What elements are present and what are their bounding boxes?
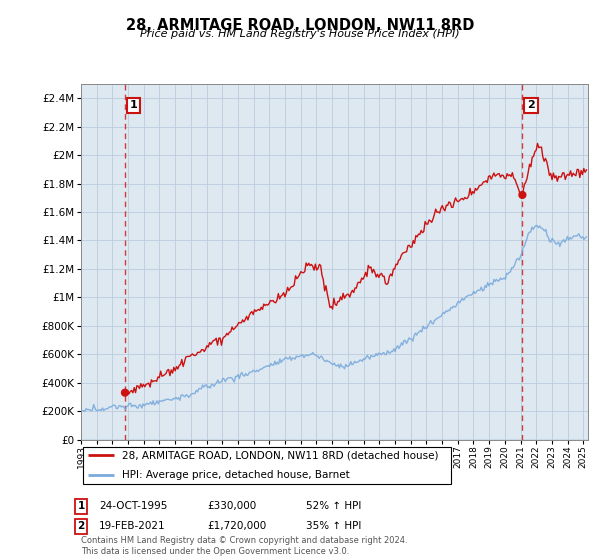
Point	[120, 388, 130, 397]
Text: 1: 1	[130, 100, 137, 110]
Text: 28, ARMITAGE ROAD, LONDON, NW11 8RD (detached house): 28, ARMITAGE ROAD, LONDON, NW11 8RD (det…	[122, 450, 439, 460]
Text: HPI: Average price, detached house, Barnet: HPI: Average price, detached house, Barn…	[122, 470, 350, 480]
Text: 28, ARMITAGE ROAD, LONDON, NW11 8RD: 28, ARMITAGE ROAD, LONDON, NW11 8RD	[126, 18, 474, 33]
Text: 1: 1	[77, 501, 85, 511]
Text: 2: 2	[527, 100, 535, 110]
Text: 19-FEB-2021: 19-FEB-2021	[99, 521, 166, 531]
Text: Price paid vs. HM Land Registry's House Price Index (HPI): Price paid vs. HM Land Registry's House …	[140, 29, 460, 39]
Text: 52% ↑ HPI: 52% ↑ HPI	[306, 501, 361, 511]
Text: 2: 2	[77, 521, 85, 531]
FancyBboxPatch shape	[83, 447, 451, 484]
Point	[518, 190, 527, 199]
Text: £1,720,000: £1,720,000	[207, 521, 266, 531]
Text: £330,000: £330,000	[207, 501, 256, 511]
Text: 35% ↑ HPI: 35% ↑ HPI	[306, 521, 361, 531]
Text: Contains HM Land Registry data © Crown copyright and database right 2024.
This d: Contains HM Land Registry data © Crown c…	[81, 536, 407, 556]
Text: 24-OCT-1995: 24-OCT-1995	[99, 501, 167, 511]
